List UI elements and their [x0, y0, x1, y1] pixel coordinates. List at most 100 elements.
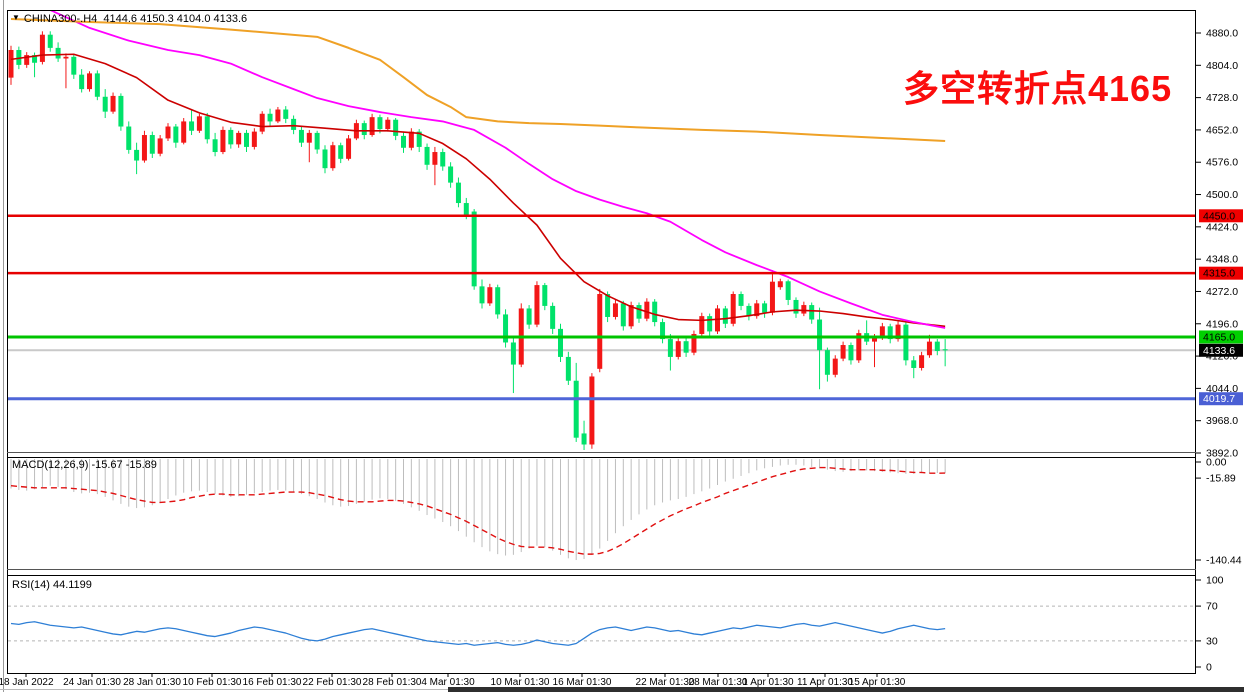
candle-body: [204, 116, 210, 140]
candle-body: [934, 341, 940, 351]
price-badge-label: 4315.0: [1203, 268, 1235, 280]
candle-body: [644, 301, 650, 319]
candle-body: [824, 350, 830, 375]
candle-body: [887, 326, 893, 340]
candle-body: [565, 356, 571, 381]
candle-body: [856, 333, 862, 361]
candle-body: [236, 132, 242, 145]
candle-body: [228, 129, 234, 145]
time-tick-label: 28 Mar 01:30: [689, 677, 748, 688]
candle-body: [157, 138, 163, 154]
candle-body: [471, 211, 477, 287]
candle-body: [189, 121, 195, 131]
candle-body: [777, 281, 783, 288]
candle-body: [283, 109, 289, 119]
candle-body: [298, 129, 304, 143]
candle-body: [149, 135, 155, 154]
candle-body: [173, 126, 179, 143]
candle-body: [785, 281, 791, 300]
symbol-dropdown-icon[interactable]: ▼: [12, 13, 20, 22]
candle-body: [510, 342, 516, 365]
price-tick-label: 4728.0: [1206, 92, 1238, 104]
candle-body: [691, 333, 697, 353]
time-tick-label: 11 Apr 01:30: [797, 677, 853, 688]
candle-body: [707, 316, 713, 332]
candle-body: [879, 326, 885, 338]
rsi-axis-label: 0: [1206, 662, 1212, 674]
candle-body: [612, 303, 618, 317]
time-tick-label: 22 Mar 01:30: [636, 677, 695, 688]
candle-body: [385, 119, 391, 130]
main-pane[interactable]: [8, 0, 1195, 453]
macd-axis-label: -15.89: [1206, 473, 1236, 485]
rsi-line: [10, 621, 946, 646]
price-tick-label: 4576.0: [1206, 157, 1238, 169]
candle-body: [118, 95, 124, 127]
candle-body: [605, 294, 611, 317]
candle-body: [550, 305, 556, 329]
ohlc-quote-label: 4144.6 4150.3 4104.0 4133.6: [103, 13, 248, 25]
candle-body: [895, 324, 901, 340]
candle-body: [455, 182, 461, 204]
candle-body: [848, 345, 854, 361]
time-axis: 18 Jan 2022 24 Jan 01:30 28 Jan 01:30 10 Fe…: [0, 674, 906, 688]
price-tick-label: 3968.0: [1206, 415, 1238, 427]
candle-body: [620, 303, 626, 327]
candle-body: [801, 305, 807, 314]
candle-body: [448, 166, 454, 183]
candle-body: [141, 135, 147, 161]
scrollbar-thumb[interactable]: [448, 687, 1244, 692]
candle-body: [832, 358, 838, 375]
candle-body: [573, 380, 579, 438]
time-tick-label: 10 Feb 01:30: [183, 677, 242, 688]
candle-body: [487, 287, 493, 304]
candle-body: [244, 132, 249, 147]
candle-body: [495, 287, 501, 315]
rsi-axis-label: 100: [1206, 575, 1224, 587]
macd-axis-label: 0.00: [1206, 457, 1227, 469]
time-tick-label: 18 Jan 2022: [0, 677, 54, 688]
candle-body: [126, 126, 132, 150]
candle-body: [503, 314, 509, 343]
time-tick-label: 1 Apr 01:30: [742, 677, 794, 688]
candle-body: [903, 324, 909, 361]
candle-body: [102, 96, 108, 112]
candle-body: [361, 123, 367, 136]
candle-body: [24, 55, 30, 65]
candle-body: [220, 129, 226, 153]
price-tick-label: 4500.0: [1206, 189, 1238, 201]
rsi-pane[interactable]: 100 70 30 0: [8, 575, 1224, 674]
candle-body: [636, 305, 642, 319]
time-tick-label: 10 Mar 01:30: [491, 677, 550, 688]
time-tick-label: 16 Feb 01:30: [243, 677, 302, 688]
candle-body: [424, 146, 430, 165]
candle-body: [322, 149, 328, 169]
price-tick-label: 4272.0: [1206, 286, 1238, 298]
price-badge-label: 4019.7: [1203, 393, 1235, 405]
candle-body: [542, 285, 548, 306]
price-badge-label: 4165.0: [1203, 331, 1235, 343]
price-badge-4165.0: [1199, 330, 1243, 344]
candle-body: [275, 109, 281, 122]
chart-title[interactable]: ▼ CHINA300-.H4 4144.6 4150.3 4104.0 4133.…: [12, 13, 247, 25]
macd-pane[interactable]: 0.00 -15.89 -140.44: [10, 457, 1242, 567]
rsi-axis-label: 70: [1206, 601, 1218, 613]
price-badge-label: 4450.0: [1203, 210, 1235, 222]
candle-body: [699, 316, 705, 334]
macd-signal-line: [10, 466, 946, 555]
candle-body: [32, 55, 38, 63]
candle-body: [926, 341, 932, 356]
annotation-text: 多空转折点4165: [903, 68, 1173, 109]
candle-body: [16, 50, 22, 65]
candle-body: [762, 303, 768, 313]
candle-body: [628, 305, 634, 327]
price-tick-label: 4348.0: [1206, 254, 1238, 266]
candle-body: [267, 113, 273, 122]
candle-body: [393, 119, 399, 136]
rsi-axis-label: 30: [1206, 635, 1218, 647]
candle-body: [746, 305, 752, 317]
ma-fast-line: [10, 53, 946, 328]
candle-body: [769, 281, 775, 313]
candle-body: [181, 121, 187, 143]
